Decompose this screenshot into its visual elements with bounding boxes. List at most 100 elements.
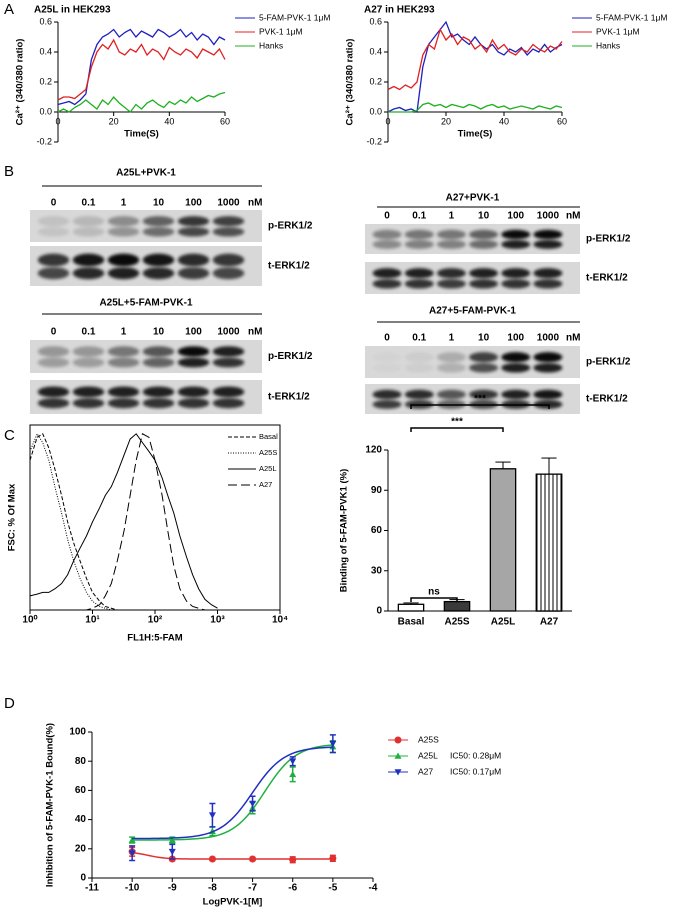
blot-band <box>372 229 402 240</box>
x-tick-label: Basal <box>398 617 425 628</box>
x-tick-label: A25S <box>444 617 469 628</box>
blot-band <box>107 267 140 280</box>
dose-label: 0 <box>384 211 390 222</box>
blot-row-label: t-ERK1/2 <box>586 394 628 405</box>
blot-band <box>501 278 531 289</box>
dose-unit: nM <box>566 333 580 344</box>
blot-band <box>107 216 140 227</box>
x-axis-title: FL1H:5-FAM <box>127 633 183 644</box>
blot-row-label: p-ERK1/2 <box>586 234 631 245</box>
blot-band <box>142 357 175 368</box>
dose-label: 10 <box>478 333 490 344</box>
dose-label: 100 <box>185 198 202 209</box>
y-axis-title: Binding of 5-FAM-PVK1 (%) <box>339 469 350 593</box>
blot-band <box>404 268 434 279</box>
legend-note: IC50: 0.17μM <box>450 766 501 776</box>
y-tick-label: 0.2 <box>39 76 52 86</box>
legend-note: IC50: 0.28μM <box>450 750 501 760</box>
x-tick-label: -10 <box>125 883 140 894</box>
dose-label: 1000 <box>537 333 560 344</box>
bar <box>443 600 471 612</box>
blot-band <box>212 226 245 237</box>
x-tick-label: 10⁴ <box>272 615 288 626</box>
blot-band <box>469 268 499 279</box>
blot-band <box>372 399 402 409</box>
blot-band <box>212 398 245 409</box>
series-line <box>29 432 218 611</box>
blot-band <box>533 268 563 279</box>
x-tick-label: 20 <box>109 116 119 126</box>
data-point <box>168 836 176 843</box>
x-axis-title: Time(S) <box>458 129 493 140</box>
significance-label: *** <box>451 417 463 428</box>
blot-band <box>72 398 105 409</box>
blot-band <box>37 216 70 227</box>
data-point <box>208 855 216 863</box>
dose-unit: nM <box>566 211 580 222</box>
dose-label: 100 <box>185 327 202 338</box>
series-line <box>57 91 226 113</box>
blot-band <box>72 216 105 227</box>
y-axis-title: Ca²⁺ (340/380 ratio) <box>15 39 26 126</box>
x-tick-label: -6 <box>288 883 297 894</box>
blot-band <box>177 253 210 267</box>
dose-label: 1000 <box>217 198 240 209</box>
bar <box>397 603 425 612</box>
blot-band <box>72 386 105 398</box>
legend-label: Basal <box>259 432 278 441</box>
blot-band <box>37 253 70 267</box>
x-tick-label: A25L <box>491 617 515 628</box>
y-tick-label: -0.2 <box>36 136 52 146</box>
blot-band <box>37 226 70 237</box>
legend-label: PVK-1 1μM <box>259 26 303 36</box>
blot-band <box>177 346 210 357</box>
y-tick-label: 0.6 <box>39 16 52 26</box>
x-tick-label: 0 <box>385 116 390 126</box>
y-tick-label: 30 <box>371 565 383 576</box>
blot-band <box>469 352 499 363</box>
y-tick-label: 0.4 <box>369 46 382 56</box>
blot-band <box>404 278 434 289</box>
x-tick-label: 60 <box>220 116 230 126</box>
significance-bracket <box>410 597 458 602</box>
legend-label: A27 <box>259 480 272 489</box>
data-point <box>289 770 297 778</box>
y-axis-title: Ca²⁺ (340/380 ratio) <box>345 39 356 126</box>
x-tick-label: -8 <box>208 883 217 894</box>
blot-title: A25L+5-FAM-PVK-1 <box>99 298 193 309</box>
dose-label: 1 <box>121 327 127 338</box>
y-tick-label: 0 <box>376 606 382 617</box>
blot-band <box>436 229 466 240</box>
x-tick-label: 60 <box>557 116 567 126</box>
blot-band <box>177 226 210 237</box>
blot-band <box>372 389 402 400</box>
legend-label: 5-FAM-PVK-1 1μM <box>259 12 331 22</box>
blot-band <box>436 268 466 279</box>
blot-band <box>107 357 140 368</box>
series-line <box>30 433 218 611</box>
blot-band <box>37 357 70 368</box>
series-line <box>57 28 226 106</box>
dose-label: 0.1 <box>412 333 426 344</box>
y-tick-label: 0.0 <box>39 106 52 116</box>
blot-band <box>212 357 245 368</box>
blot-band <box>142 216 175 227</box>
blot-band <box>373 352 402 362</box>
blot-band <box>501 239 531 249</box>
y-tick-label: 60 <box>371 525 383 536</box>
blot-band <box>37 267 70 280</box>
x-tick-label: -7 <box>248 883 257 894</box>
blot-band <box>37 386 70 398</box>
blot-band <box>436 352 466 363</box>
significance-bracket <box>410 404 550 409</box>
panel-label: D <box>4 695 15 712</box>
panel-label: B <box>4 163 14 180</box>
blot-band <box>436 389 466 400</box>
x-tick-label: 20 <box>441 116 451 126</box>
chart-title: A27 in HEK293 <box>364 5 435 16</box>
blot-title: A27+5-FAM-PVK-1 <box>429 306 516 317</box>
blot-band <box>107 386 140 398</box>
dose-label: 0.1 <box>82 327 96 338</box>
blot-band <box>501 229 531 240</box>
blot-band <box>404 362 434 373</box>
